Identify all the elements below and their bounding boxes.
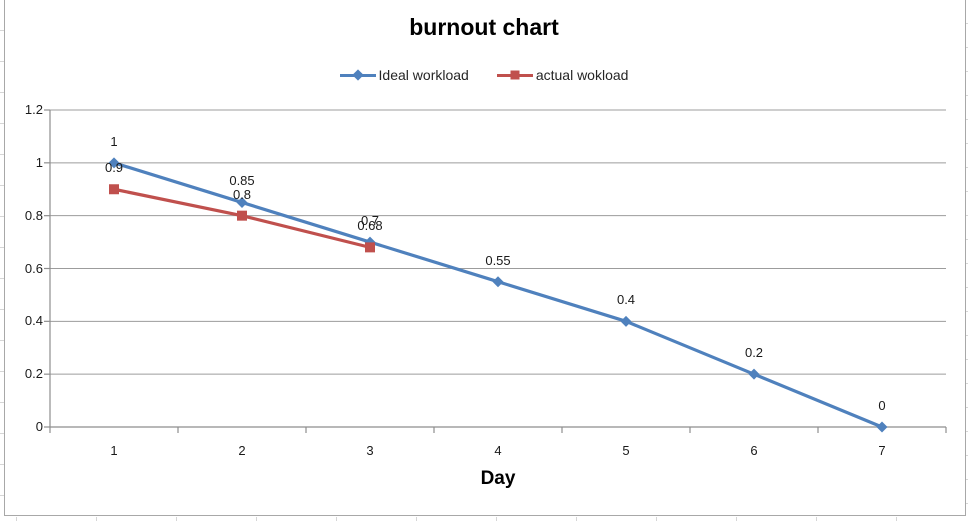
legend-label: Ideal workload	[378, 67, 469, 83]
legend-item-actual-wokload[interactable]: actual wokload	[496, 67, 629, 83]
chart-title: burnout chart	[409, 14, 559, 40]
spreadsheet-gridlines-left	[0, 0, 4, 521]
x-axis-title: Day	[480, 468, 516, 489]
square-marker-icon	[510, 70, 520, 80]
legend-item-ideal-workload[interactable]: Ideal workload	[339, 67, 469, 83]
spreadsheet-gridlines-bottom	[0, 517, 968, 521]
chart-area[interactable]	[4, 0, 966, 516]
spreadsheet-gridlines-right	[966, 0, 968, 521]
line-diamond-marker-icon	[339, 69, 376, 81]
legend-label: actual wokload	[535, 67, 629, 83]
line-square-marker-icon	[496, 70, 533, 80]
chart-legend: Ideal workload actual wokload	[0, 65, 968, 85]
